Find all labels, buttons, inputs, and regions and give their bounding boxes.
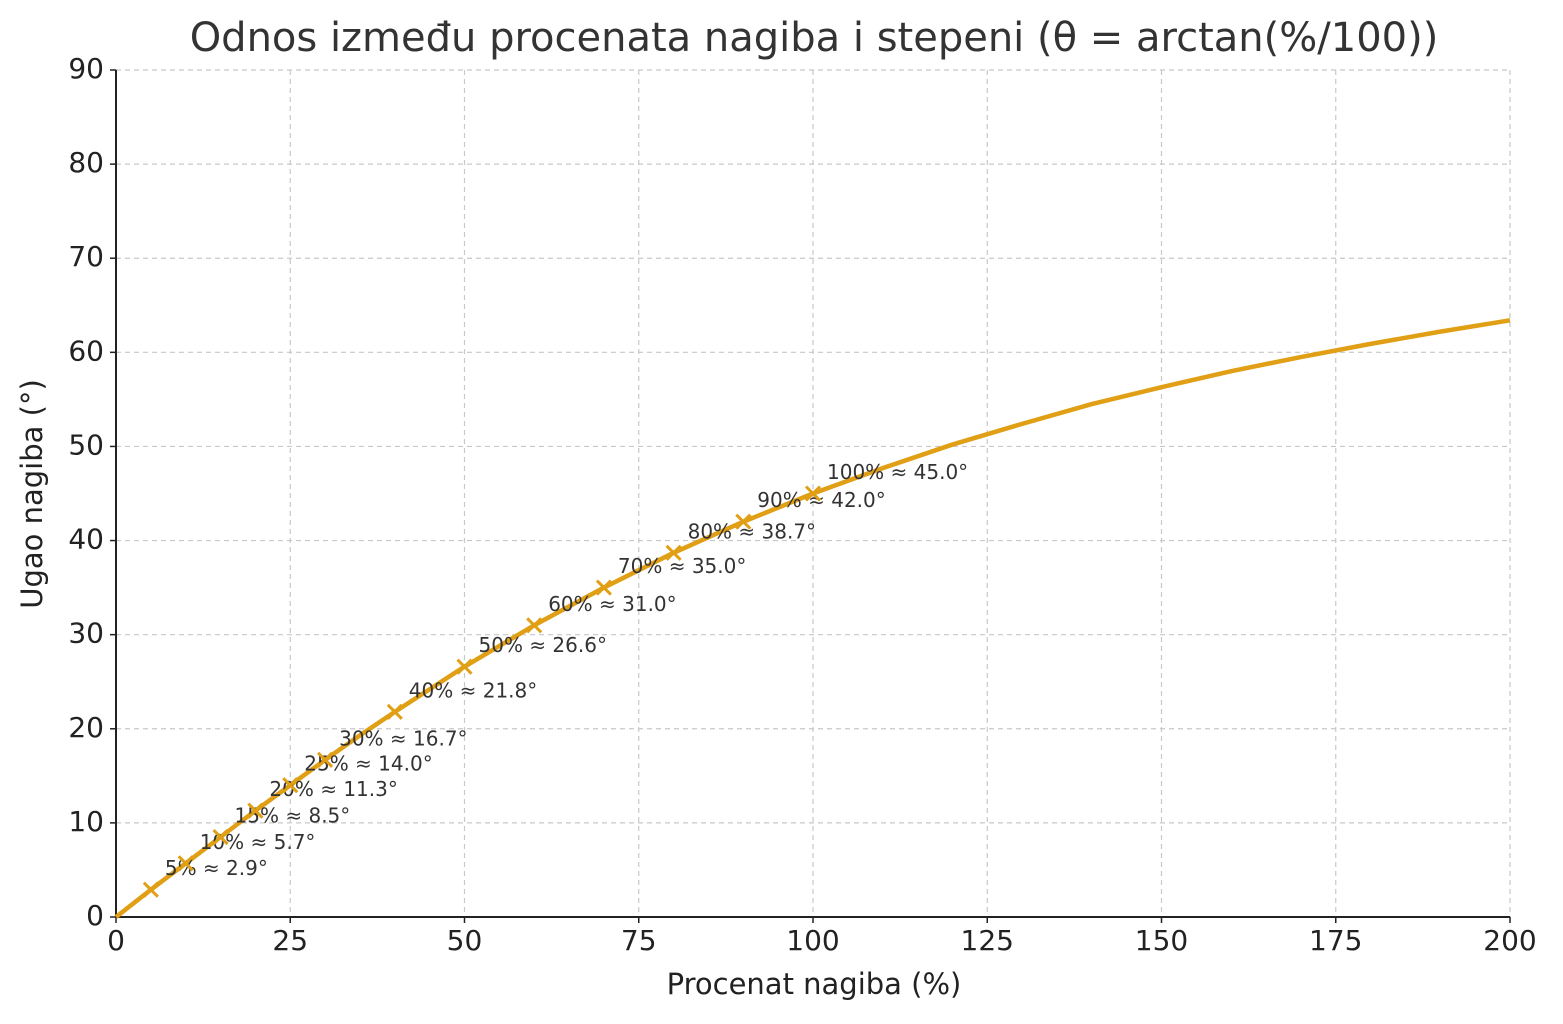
annotation: 20% ≈ 11.3° <box>269 777 397 801</box>
annotation: 70% ≈ 35.0° <box>618 554 746 578</box>
x-tick-label: 150 <box>1135 924 1188 957</box>
y-axis-label: Ugao nagiba (°) <box>15 379 49 609</box>
marker <box>212 828 229 846</box>
annotation: 50% ≈ 26.6° <box>479 633 607 657</box>
y-tick-label: 80 <box>68 146 104 179</box>
y-tick-label: 40 <box>68 523 104 556</box>
x-tick-label: 175 <box>1309 924 1362 957</box>
y-tick-label: 90 <box>68 52 104 85</box>
annotation: 100% ≈ 45.0° <box>827 460 968 484</box>
x-tick-label: 25 <box>272 924 308 957</box>
annotation: 30% ≈ 16.7° <box>339 726 467 750</box>
annotation: 90% ≈ 42.0° <box>757 488 885 512</box>
x-tick-label: 50 <box>447 924 483 957</box>
y-tick-label: 20 <box>68 711 104 744</box>
marker <box>665 544 682 561</box>
x-tick-label: 125 <box>961 924 1014 957</box>
annotation: 80% ≈ 38.7° <box>688 519 816 543</box>
y-tick-label: 70 <box>68 240 104 273</box>
y-tick-label: 50 <box>68 428 104 461</box>
x-tick-label: 75 <box>621 924 657 957</box>
x-tick-label: 100 <box>786 924 839 957</box>
annotation: 40% ≈ 21.8° <box>409 678 537 702</box>
x-axis-label: Procenat nagiba (%) <box>667 967 962 1001</box>
marker <box>386 703 403 720</box>
chart-title: Odnos između procenata nagiba i stepeni … <box>190 15 1439 61</box>
marker <box>282 777 299 794</box>
x-tick-label: 0 <box>107 924 125 957</box>
y-tick-label: 30 <box>68 617 104 650</box>
marker <box>526 617 543 634</box>
marker <box>317 751 334 768</box>
annotation: 25% ≈ 14.0° <box>304 752 432 776</box>
y-tick-label: 0 <box>86 899 104 932</box>
marker <box>247 802 264 819</box>
y-tick-label: 10 <box>68 805 104 838</box>
marker <box>804 485 822 502</box>
marker <box>456 658 473 675</box>
annotation: 60% ≈ 31.0° <box>548 592 676 616</box>
x-tick-label: 200 <box>1483 924 1536 957</box>
marker <box>142 881 159 898</box>
y-tick-label: 60 <box>68 334 104 367</box>
marker <box>177 855 194 872</box>
marker <box>735 513 752 530</box>
marker <box>595 579 612 596</box>
